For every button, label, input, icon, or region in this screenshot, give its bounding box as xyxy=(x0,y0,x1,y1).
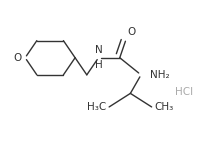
Text: O: O xyxy=(14,53,22,63)
Text: CH₃: CH₃ xyxy=(154,102,174,112)
Text: HCl: HCl xyxy=(175,87,193,97)
Text: NH₂: NH₂ xyxy=(150,70,169,80)
Text: N: N xyxy=(95,45,103,55)
Text: H₃C: H₃C xyxy=(87,102,107,112)
Text: H: H xyxy=(95,60,103,70)
Text: O: O xyxy=(127,28,135,37)
